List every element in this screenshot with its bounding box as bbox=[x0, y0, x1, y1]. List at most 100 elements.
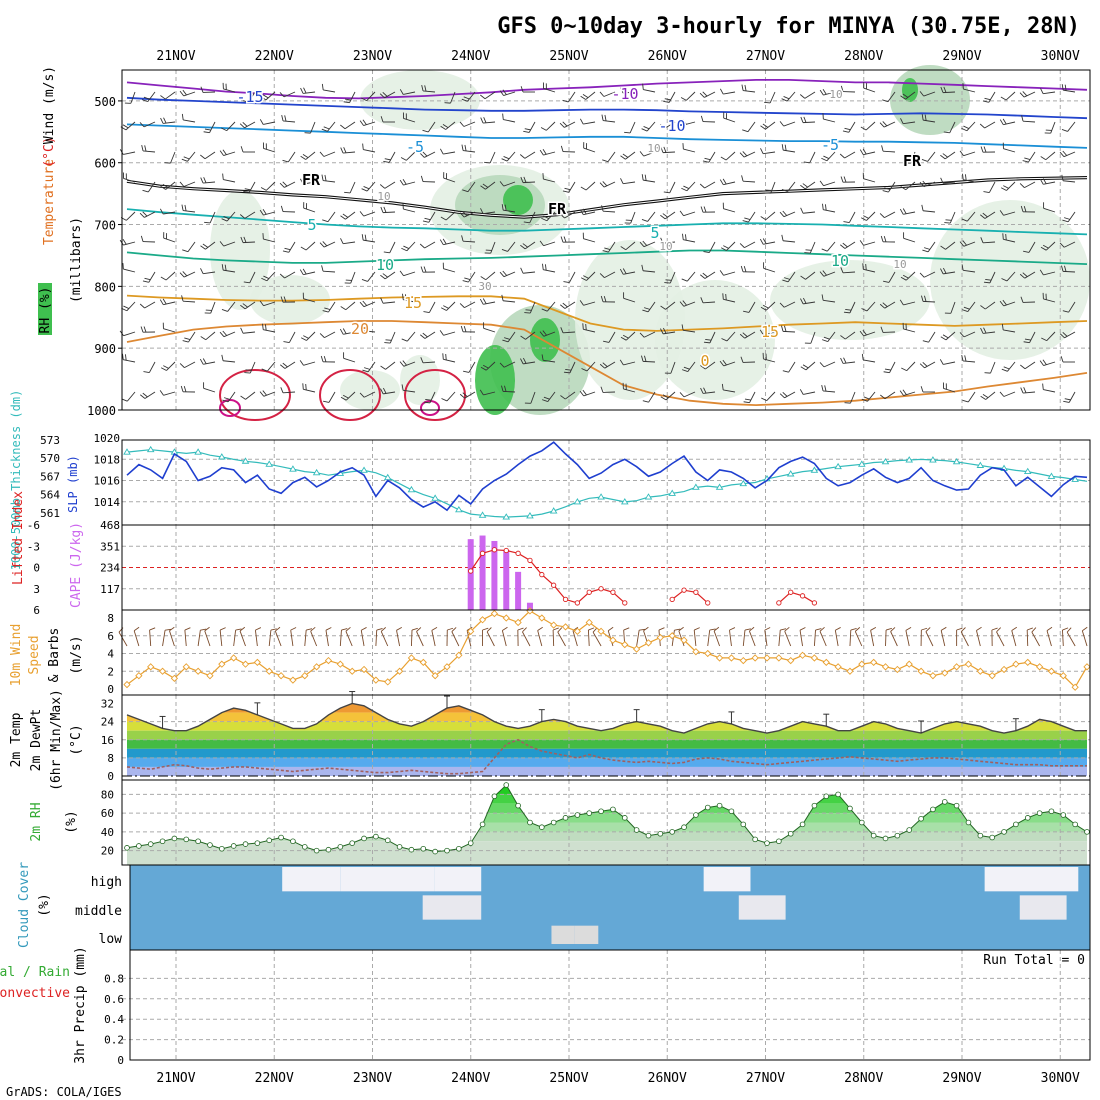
wind-barb-feather bbox=[961, 218, 968, 222]
wind-barb bbox=[850, 391, 856, 404]
wind-barb bbox=[1024, 271, 1036, 279]
wind-barb bbox=[443, 268, 456, 273]
wind-barb-feather bbox=[862, 148, 867, 155]
wind-barb bbox=[143, 150, 156, 153]
wind-barb-feather bbox=[700, 365, 706, 370]
wind-barb-feather bbox=[259, 209, 264, 216]
wind-barb bbox=[424, 241, 436, 249]
wind-barb-feather bbox=[479, 298, 484, 305]
wind-barb bbox=[243, 331, 256, 334]
wind-barb-feather bbox=[401, 384, 404, 391]
wind-barb-feather bbox=[660, 396, 667, 401]
wind-barb-feather bbox=[124, 354, 127, 361]
contour-label: 15 bbox=[761, 323, 779, 341]
wind-barb bbox=[363, 330, 376, 333]
wind-barb-feather bbox=[419, 152, 425, 158]
contour-label: 10 bbox=[831, 252, 849, 270]
wind-barb-feather bbox=[203, 177, 207, 183]
wind-barb-feather bbox=[300, 246, 307, 251]
wind-speed-point bbox=[834, 663, 842, 671]
wind-barb-feather bbox=[900, 276, 907, 281]
wind-barb-feather bbox=[424, 217, 431, 221]
wind-barb bbox=[223, 179, 236, 183]
wind-barb-feather bbox=[359, 120, 364, 126]
rh-point bbox=[776, 838, 782, 845]
rh-point bbox=[195, 838, 201, 845]
wind-barb bbox=[823, 299, 836, 303]
wind-barb bbox=[809, 241, 816, 254]
thickness-point bbox=[526, 512, 534, 519]
freezing-level-core bbox=[126, 177, 1088, 218]
wind-barb bbox=[784, 630, 792, 647]
wind-barb-feather bbox=[779, 302, 785, 308]
thickness-point bbox=[952, 457, 961, 465]
wind-barb bbox=[284, 361, 296, 369]
wind-barb bbox=[1063, 151, 1076, 158]
wind-barb-feather bbox=[402, 179, 407, 185]
wind-barb-feather bbox=[261, 368, 268, 372]
wind-label: Wind (m/s) bbox=[42, 66, 57, 144]
wind-barb-feather bbox=[881, 145, 884, 152]
wind-barb bbox=[844, 241, 856, 249]
wind-barb-feather bbox=[683, 185, 690, 189]
wind-barb bbox=[966, 121, 976, 132]
wind-barb-feather bbox=[880, 394, 886, 400]
wind-barb bbox=[546, 301, 556, 312]
wind-barb-feather bbox=[1027, 627, 1033, 631]
wind-barb bbox=[363, 301, 376, 308]
wind-barb bbox=[849, 629, 852, 647]
wind-barb bbox=[524, 241, 536, 250]
wind-speed-point bbox=[467, 627, 475, 635]
wind-barb bbox=[483, 211, 496, 215]
rh-point bbox=[266, 837, 273, 844]
wind-speed-point bbox=[147, 663, 155, 671]
wind-barb-feather bbox=[860, 126, 867, 131]
wind-barb-feather bbox=[499, 90, 504, 96]
wind-barb-feather bbox=[342, 213, 349, 218]
wind-barb-feather bbox=[560, 145, 564, 152]
thickness-tick: 564 bbox=[40, 489, 60, 502]
top-date-label: 27NOV bbox=[746, 49, 785, 64]
wind-barb-feather bbox=[642, 400, 649, 403]
wind-barb bbox=[543, 178, 556, 183]
wind-barb bbox=[669, 181, 676, 193]
wind-barb bbox=[643, 270, 656, 273]
wind-barb bbox=[283, 91, 296, 98]
wind-barb-feather bbox=[719, 270, 724, 276]
wind-barb-feather bbox=[663, 100, 670, 103]
wind-barb-feather bbox=[1042, 359, 1047, 365]
wind-barb-feather bbox=[380, 274, 386, 280]
wind-barb-feather bbox=[221, 264, 224, 271]
bottom-date-label: 30NOV bbox=[1041, 1071, 1080, 1086]
wind-barb bbox=[464, 391, 476, 399]
wind-barb-feather bbox=[1024, 338, 1031, 341]
wind-barb bbox=[949, 121, 956, 133]
cape-bar bbox=[503, 550, 510, 610]
wind-barb-feather bbox=[1001, 278, 1008, 282]
thickness-point bbox=[597, 493, 605, 500]
wind-barb bbox=[123, 178, 136, 183]
wind-barb bbox=[263, 148, 276, 153]
wind-barb bbox=[629, 121, 636, 134]
rh-point bbox=[254, 840, 261, 846]
wind-barb-feather bbox=[639, 332, 645, 338]
wind-barb-feather bbox=[517, 627, 524, 631]
wind-barb-feather bbox=[160, 367, 167, 371]
wind-barb bbox=[644, 331, 656, 338]
temp-label-2: 2m DewPt bbox=[29, 709, 44, 772]
wind-barb-feather bbox=[321, 128, 328, 132]
wind-barb-feather bbox=[821, 294, 824, 301]
wind-barb-feather bbox=[480, 366, 487, 371]
wind-barb-feather bbox=[659, 124, 666, 129]
wind-barb bbox=[787, 181, 796, 192]
wind-barb bbox=[849, 301, 856, 314]
thickness-tick: 561 bbox=[40, 507, 60, 520]
isotherm-line bbox=[126, 294, 1088, 332]
wind-barb-feather bbox=[523, 221, 530, 224]
wind-barb-feather bbox=[719, 88, 724, 95]
wind-barb bbox=[788, 361, 796, 373]
wind-barb-feather bbox=[169, 626, 175, 632]
wind-barb bbox=[543, 331, 556, 337]
wind-barb-feather bbox=[239, 214, 246, 219]
wind-barb-feather bbox=[221, 127, 227, 132]
